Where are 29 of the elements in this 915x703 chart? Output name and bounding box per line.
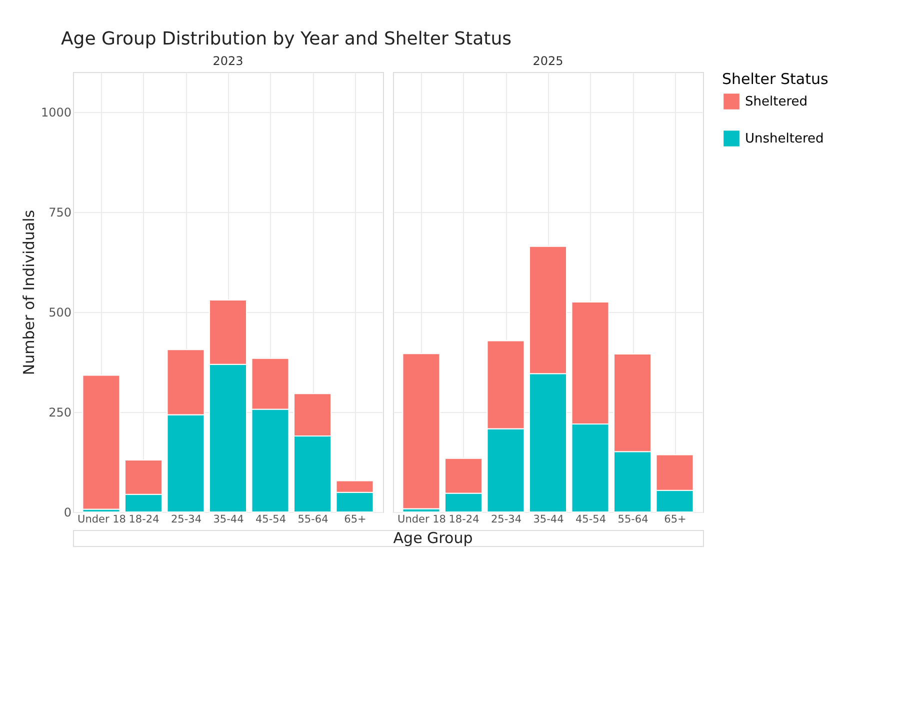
- x-tick-label: Under 18: [77, 514, 126, 526]
- x-axis-title: Age Group: [393, 529, 473, 547]
- y-axis-title: Number of Individuals: [20, 210, 38, 376]
- x-tick-label: Under 18: [397, 514, 446, 526]
- x-tick-label: 55-64: [618, 514, 649, 526]
- legend-label: Unsheltered: [745, 132, 824, 146]
- y-tick-label: 500: [48, 306, 72, 320]
- chart-title: Age Group Distribution by Year and Shelter Status: [60, 28, 512, 50]
- x-tick-label: 25-34: [490, 514, 522, 526]
- y-tick-label: 1000: [40, 106, 72, 120]
- x-tick-label: 35-44: [213, 514, 244, 526]
- x-tick-label: 65+: [664, 514, 686, 526]
- legend-label: Sheltered: [745, 94, 808, 110]
- chart-subtitle: 2023: [212, 54, 244, 68]
- x-tick-label: 65+: [344, 514, 366, 526]
- x-tick-label: 35-44: [533, 514, 564, 526]
- bar: [402, 353, 440, 510]
- x-tick-label: 45-54: [575, 514, 606, 526]
- x-tick-label: 18-24: [128, 514, 160, 526]
- y-tick-label: 750: [48, 206, 72, 220]
- y-tick-label: 250: [48, 406, 72, 420]
- x-tick-label: 25-34: [170, 514, 202, 526]
- y-tick-label: 0: [64, 506, 72, 520]
- bar: [82, 374, 120, 510]
- x-tick-label: 45-54: [255, 514, 286, 526]
- x-tick-label: 55-64: [298, 514, 329, 526]
- chart-subtitle: 2025: [532, 54, 564, 68]
- legend-title: Shelter Status: [722, 70, 828, 88]
- x-tick-label: 18-24: [448, 514, 480, 526]
